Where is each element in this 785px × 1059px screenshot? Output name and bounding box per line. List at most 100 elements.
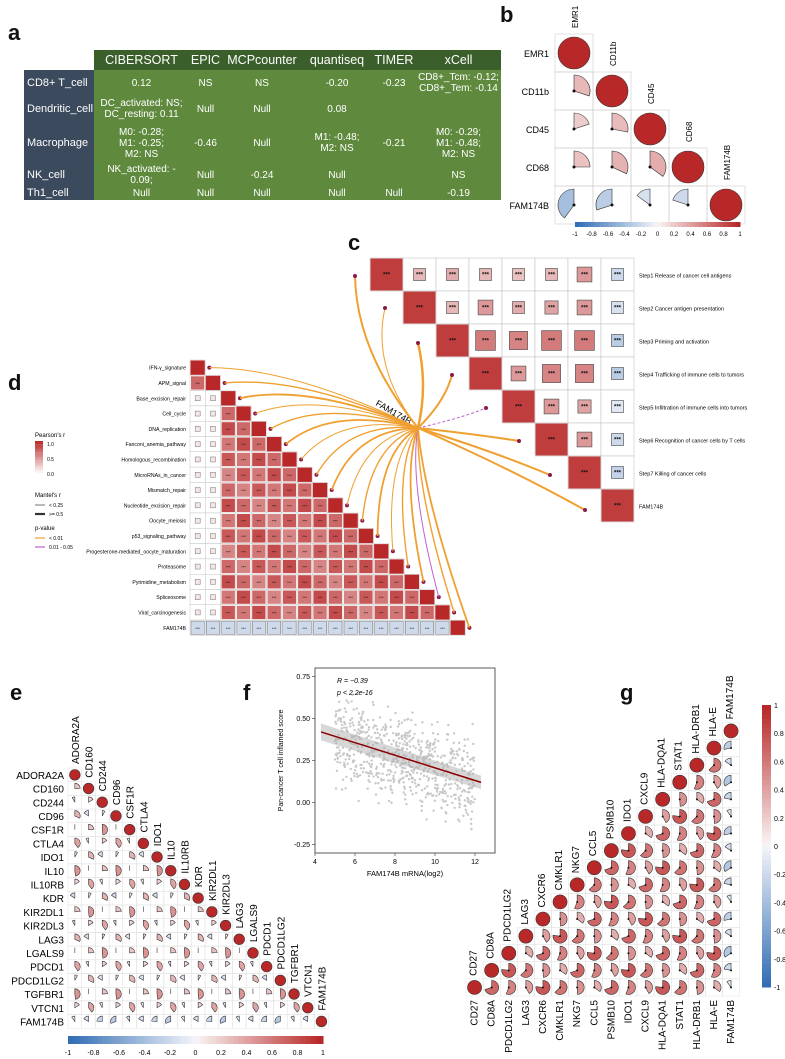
colorbar-segment [131, 1036, 137, 1044]
colorbar-segment [575, 222, 580, 227]
grid-cell [501, 257, 536, 292]
data-point [407, 777, 411, 781]
colorbar-segment [110, 1036, 116, 1044]
link-endpoint [390, 549, 395, 554]
colorbar-segment [762, 850, 771, 856]
corr-square [298, 575, 312, 589]
corr-wedge [621, 843, 636, 858]
data-point [345, 726, 348, 729]
row-header: CD8+ T_cell [24, 70, 94, 96]
row-label: Oocyte_meiosis [149, 519, 186, 525]
grid-cell [95, 863, 110, 878]
data-point [369, 764, 372, 768]
data-point [355, 764, 358, 767]
row-label: Cell_cycle [162, 412, 186, 418]
grid-cell [551, 893, 569, 911]
data-point [360, 730, 364, 734]
signif-stars: *** [272, 549, 277, 554]
corr-wedge [605, 945, 619, 961]
corr-wedge [674, 860, 688, 876]
grid-cell [259, 987, 274, 1002]
data-point [375, 771, 379, 775]
corr-square [358, 528, 374, 544]
corr-wedge [156, 960, 163, 972]
corr-square [252, 544, 266, 558]
data-point [381, 750, 384, 754]
corr-square [210, 563, 216, 570]
grid-cell [108, 850, 123, 865]
data-point [368, 752, 371, 755]
data-point [446, 765, 449, 768]
data-point [351, 736, 355, 739]
corr-wedge [170, 947, 177, 954]
grid-cell [205, 574, 221, 590]
data-point [454, 756, 457, 760]
grid-cell [67, 973, 82, 988]
corr-square [374, 544, 389, 559]
data-point [335, 752, 338, 756]
corr-square [343, 513, 358, 528]
corr-square [236, 529, 251, 543]
corr-wedge [129, 851, 136, 860]
grid-cell [568, 961, 586, 980]
colorbar-segment [762, 874, 771, 880]
corr-wedge [710, 962, 722, 978]
data-point [402, 753, 406, 757]
corr-wedge [713, 860, 722, 873]
colorbar-tick: 0.4 [686, 232, 695, 238]
corr-square [420, 590, 435, 605]
data-point [444, 811, 447, 814]
grid-cell [568, 927, 586, 945]
data-point [465, 811, 468, 814]
corr-wedge [726, 809, 732, 818]
corr-wedge [152, 892, 158, 899]
signif-stars: *** [440, 626, 445, 631]
center-dot [695, 866, 698, 869]
legend-gradient [35, 460, 43, 462]
data-point [469, 817, 473, 821]
corr-wedge [129, 1002, 136, 1013]
signif-stars: *** [614, 306, 622, 312]
signif-stars: *** [482, 306, 490, 312]
corr-wedge [576, 945, 585, 960]
data-point [461, 769, 464, 772]
center-dot [712, 849, 715, 852]
grid-cell [705, 978, 723, 997]
grid-cell [266, 512, 283, 529]
center-dot [712, 764, 715, 767]
grid-cell [653, 876, 672, 894]
data-point [426, 746, 429, 749]
data-point [333, 758, 337, 761]
data-point [344, 787, 347, 790]
data-point [397, 780, 401, 783]
colorbar-segment [289, 1036, 294, 1044]
grid-cell [296, 574, 313, 590]
data-point [357, 720, 361, 724]
corr-wedge [657, 911, 670, 927]
data-point [366, 743, 369, 746]
corr-square [221, 422, 235, 436]
grid-cell [373, 574, 390, 590]
y-tick-label: 0.50 [296, 716, 310, 723]
data-point [382, 753, 386, 757]
grid-cell [245, 987, 261, 1002]
corr-wedge [170, 906, 177, 918]
grid-cell [250, 604, 267, 621]
corr-square [252, 575, 266, 589]
grid-cell [163, 1014, 178, 1029]
colorbar-segment [212, 1036, 218, 1044]
data-point [400, 772, 403, 775]
corr-square [205, 375, 221, 391]
data-point [339, 755, 342, 758]
grid-cell [688, 910, 706, 928]
data-point [425, 755, 428, 758]
grid-cell [619, 859, 638, 877]
diag-label: IDO1 [622, 798, 633, 822]
data-point [417, 760, 420, 763]
colorbar-segment [762, 799, 771, 805]
center-dot [644, 849, 647, 852]
table-cell: Null [189, 96, 222, 122]
corr-wedge [151, 1015, 158, 1022]
step-label: Step2 Cancer antigen presentation [639, 307, 724, 313]
signif-stars: *** [379, 595, 384, 600]
